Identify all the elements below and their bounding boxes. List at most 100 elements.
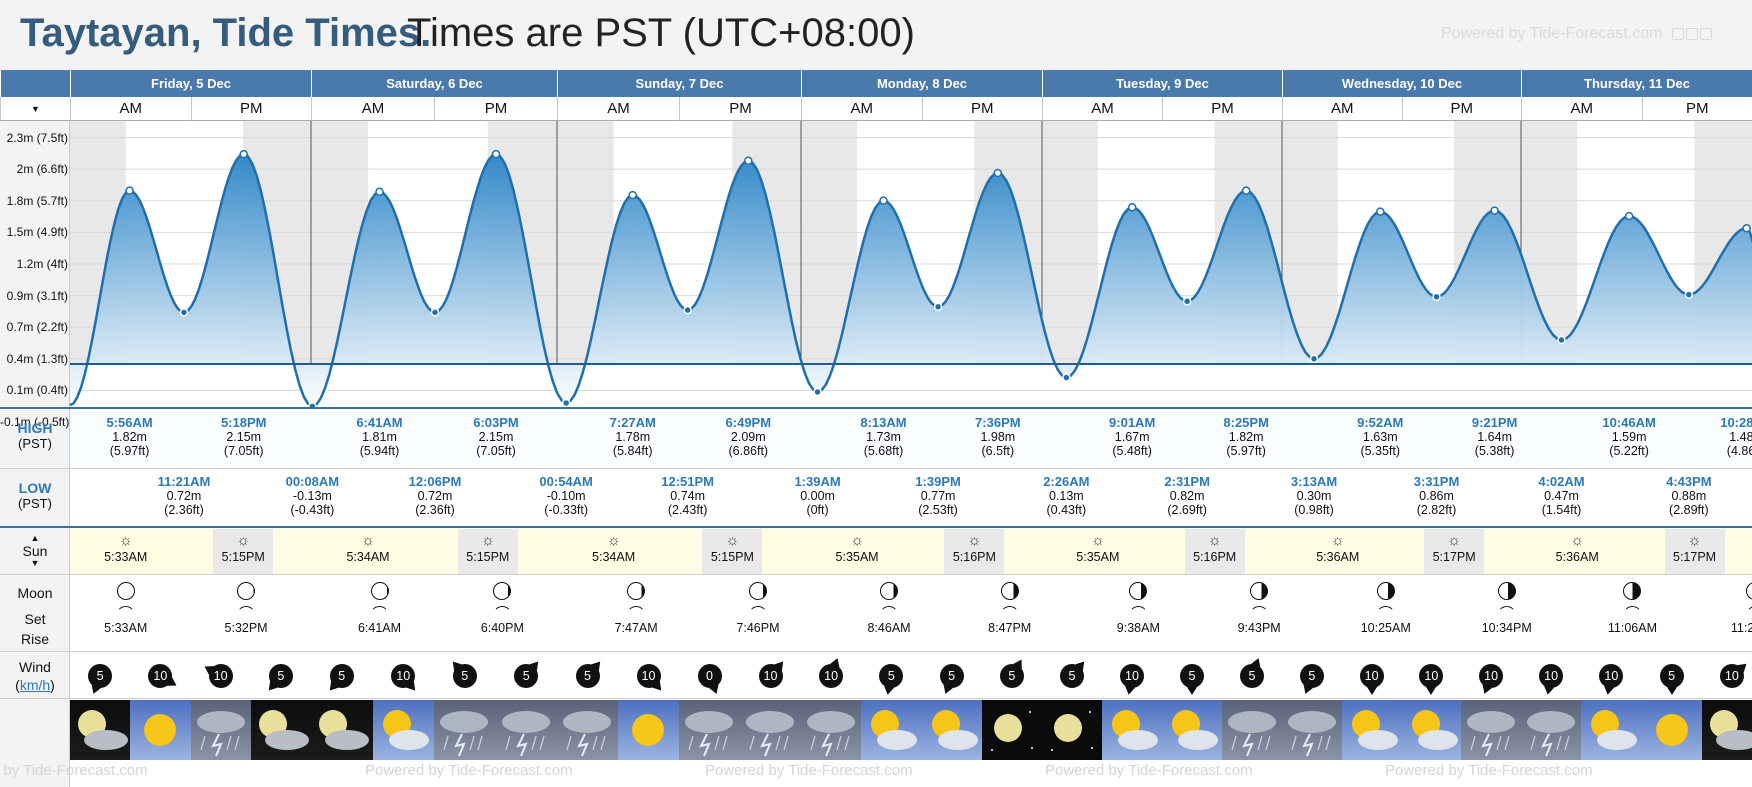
night-shade [1042, 121, 1098, 364]
sunrise-icon: ☼ [361, 532, 375, 549]
moon-phase-icon [116, 582, 135, 600]
moon-phase-icon [237, 582, 256, 600]
wind-direction-arrow-icon [1602, 685, 1615, 698]
high-tide-point[interactable] [375, 187, 384, 197]
sun-set-cell: ☼ 5:17PM [1424, 532, 1484, 564]
high-tide-cell: 7:36PM 1.98m (6.5ft) [958, 416, 1038, 458]
low-tide-point[interactable] [561, 398, 571, 408]
y-axis-label: -0.1m (-0.5ft) [0, 414, 70, 429]
high-tide-point[interactable] [744, 156, 753, 166]
sunrise-icon: ☼ [1090, 532, 1105, 549]
high-tide-point[interactable] [1490, 206, 1499, 215]
tide-time: 9:52AM [1357, 416, 1404, 430]
high-tide-point[interactable] [491, 149, 501, 159]
moon-phase-icon [1376, 582, 1395, 600]
sun-rise-cell: ☼ 5:36AM [1308, 532, 1368, 564]
powered-by-link[interactable]: Powered by Tide-Forecast.com [1441, 25, 1713, 43]
moon-label: Moon [17, 585, 53, 601]
low-tide-point[interactable] [1182, 297, 1192, 306]
high-tide-cell: 9:52AM 1.63m (5.35ft) [1340, 416, 1420, 458]
high-tide-point[interactable] [628, 190, 637, 200]
page-title: Taytayan, Tide Times. [20, 11, 432, 55]
low-tide-point[interactable] [1309, 354, 1319, 364]
tide-time: 7:36PM [975, 416, 1021, 430]
low-tide-point[interactable] [308, 402, 317, 408]
high-tide-cell: 7:27AM 1.78m (5.84ft) [593, 416, 673, 458]
low-tide-point[interactable] [1062, 373, 1071, 382]
wind-direction-arrow-icon [1366, 687, 1377, 697]
high-row-label: HIGH (PST) [0, 420, 70, 451]
timezone-note: Times are PST (UTC+08:00) [407, 11, 915, 55]
tide-height-m: 0.88m [1671, 489, 1707, 503]
sunset-shade [1664, 529, 1725, 574]
high-tide-point[interactable] [879, 196, 888, 205]
wind-speed-icon: 5 [452, 664, 477, 688]
high-tide-cell: 8:25PM 1.82m (5.97ft) [1206, 416, 1286, 458]
low-tide-point[interactable] [933, 302, 943, 312]
row-divider [0, 574, 1752, 575]
low-tide-point[interactable] [1684, 290, 1694, 299]
high-tide-point[interactable] [1624, 211, 1634, 221]
low-tide-cell: 12:51PM 0.74m (2.43ft) [648, 475, 728, 517]
tide-time: 4:43PM [1666, 475, 1712, 489]
high-tide-point[interactable] [125, 186, 134, 195]
sunset-icon: ☼ [236, 532, 251, 549]
wind-label: Wind [19, 659, 51, 675]
wind-speed-icon: 0 [697, 664, 722, 688]
sunset-shade [1184, 529, 1245, 574]
moon-set-icon: ⌒ [1625, 605, 1640, 621]
tide-height-ft: (2.82ft) [1416, 503, 1457, 517]
tide-time: 7:27AM [609, 416, 656, 430]
tide-time: 10:28PM [1720, 416, 1752, 430]
sun-rise-time: 5:33AM [104, 550, 148, 564]
high-tide-point[interactable] [993, 168, 1003, 178]
sunset-icon: ☼ [1207, 532, 1222, 549]
moon-set-cell: ⌒ 6:41AM [348, 582, 412, 635]
y-axis-label: 0.1m (0.4ft) [6, 383, 68, 398]
low-tide-point[interactable] [430, 308, 440, 317]
moon-rise-time: 11:21PM [1730, 621, 1752, 635]
storm-weather-icon [557, 700, 618, 760]
moon-set-time: 9:38AM [1116, 621, 1160, 635]
high-tide-point[interactable] [1376, 207, 1385, 216]
tide-height-ft: (2.89ft) [1669, 503, 1709, 517]
sun-rise-cell: ☼ 5:36AM [1547, 532, 1607, 564]
wind-unit-link[interactable]: km/h [19, 677, 51, 693]
night-partly-cloudy-weather-icon [311, 700, 373, 760]
high-tide-point[interactable] [1241, 186, 1251, 195]
am-header: AM [557, 97, 679, 121]
tide-height-ft: (0ft) [806, 503, 829, 517]
tide-height-m: 0.86m [1419, 489, 1454, 503]
tide-time: 6:03PM [473, 416, 519, 430]
low-tide-cell: 11:21AM 0.72m (2.36ft) [144, 475, 224, 517]
high-tide-cell: 9:21PM 1.64m (5.38ft) [1455, 416, 1535, 458]
low-tide-point[interactable] [1557, 335, 1566, 345]
wind-speed-icon: 5 [879, 664, 904, 688]
high-tide-point[interactable] [1742, 224, 1751, 233]
wind-speed-icon: 10 [1120, 664, 1144, 688]
moon-set-time: 11:06AM [1607, 621, 1657, 635]
low-tide-point[interactable] [1432, 292, 1441, 302]
footer-watermark: Powered by Tide-Forecast.com [705, 762, 913, 779]
row-divider [0, 468, 1752, 469]
tide-height-m: 1.64m [1477, 430, 1512, 444]
low-tide-point[interactable] [683, 305, 692, 315]
storm-weather-icon [495, 700, 557, 760]
pm-header: PM [1641, 97, 1752, 121]
low-tide-point[interactable] [179, 308, 189, 317]
partly-sunny-weather-icon [861, 700, 922, 760]
tide-time: 6:41AM [356, 416, 403, 430]
tide-area [70, 154, 1752, 407]
wind-direction-arrow-icon [882, 685, 895, 698]
moon-rise-icon: ⌒ [239, 605, 254, 621]
moon-phase-icon [627, 582, 646, 600]
high-tide-point[interactable] [239, 149, 248, 159]
high-tide-cell: 5:18PM 2.15m (7.05ft) [204, 416, 284, 458]
high-tide-cell: 6:41AM 1.81m (5.94ft) [340, 416, 420, 458]
low-tide-point[interactable] [813, 387, 822, 397]
storm-weather-icon [1282, 700, 1342, 760]
tide-height-m: 1.73m [866, 430, 901, 444]
tide-chart [69, 121, 1752, 408]
high-tide-point[interactable] [1127, 203, 1137, 212]
moon-phase-icon [1250, 582, 1269, 600]
